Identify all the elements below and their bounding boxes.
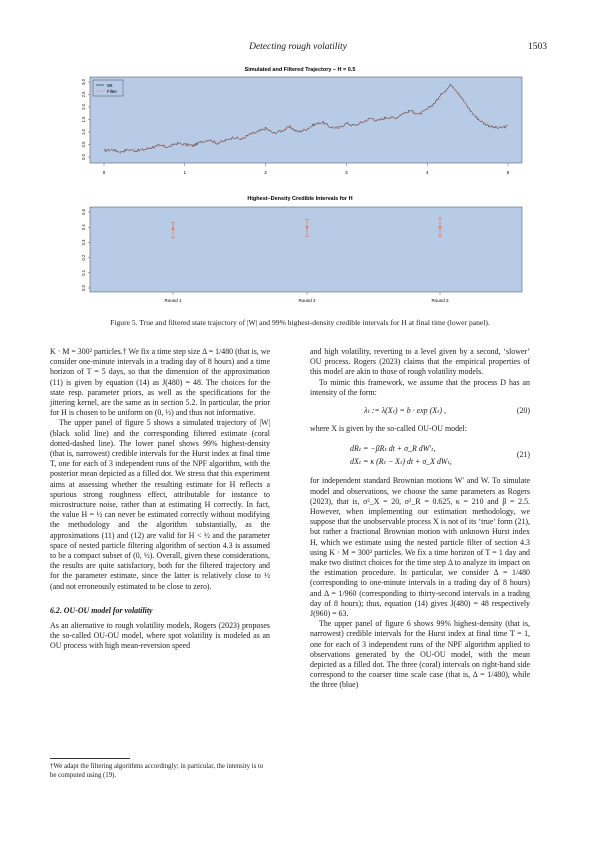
y-tick-label: 0.5 xyxy=(81,208,86,214)
figure-5: Simulated and Filtered Trajectory – H = … xyxy=(81,67,523,303)
top-panel-series xyxy=(103,83,509,154)
bottom-panel-plot-area xyxy=(89,206,523,293)
x-tick-label: 2 xyxy=(264,170,267,175)
y-tick-label: 0.0 xyxy=(81,284,86,290)
right-paragraph-1: and high volatility, reverting to a leve… xyxy=(310,347,530,377)
y-tick-label: 0.0 xyxy=(81,153,86,159)
running-title: Detecting rough volatility xyxy=(249,42,347,52)
x-tick-label: Round 1 xyxy=(164,298,182,303)
y-tick-label: 3.0 xyxy=(81,78,86,84)
x-tick-label: 1 xyxy=(184,170,187,175)
top-panel-title: Simulated and Filtered Trajectory – H = … xyxy=(245,67,356,73)
x-tick-label: 4 xyxy=(426,170,429,175)
top-panel-legend: Wt Filter xyxy=(92,79,124,97)
figure-caption: Figure 5. True and filtered state trajec… xyxy=(110,318,490,327)
left-paragraph-1: K · M = 300² particles.† We fix a time s… xyxy=(50,347,270,418)
interval-mean-dot xyxy=(305,225,309,229)
y-tick-label: 1.0 xyxy=(81,128,86,134)
equation-21-line-1: dRₜ = −βRₜ dt + σ_R dW′ₜ, xyxy=(350,444,436,454)
footnote-rule xyxy=(50,758,130,759)
y-tick-label: 1.5 xyxy=(81,116,86,122)
y-tick-label: 0.4 xyxy=(81,224,86,230)
equation-21-number: (21) xyxy=(516,450,530,460)
bottom-panel-x-labels: Round 1 Round 2 Round 3 xyxy=(164,292,449,303)
equation-20: λₜ := λ(Xₜ) = b · exp (Xₜ) , (20) xyxy=(310,406,530,416)
top-panel-plot-area xyxy=(89,76,523,164)
x-tick-label: 5 xyxy=(507,170,510,175)
bottom-panel-y-ticks: 0.0 0.1 0.2 0.3 0.4 0.5 xyxy=(81,208,90,291)
section-heading: 6.2. OU-OU model for volatility xyxy=(50,605,153,615)
bottom-panel-title: Highest–Density Credible Intervals for H xyxy=(247,196,352,202)
legend-entry-wt: Wt xyxy=(107,83,113,88)
right-paragraph-5: The upper panel of figure 6 shows 99% hi… xyxy=(310,619,530,690)
x-tick-label: Round 3 xyxy=(431,298,449,303)
footnote: †We adapt the filtering algorithms accor… xyxy=(50,763,264,779)
series-line-filter xyxy=(103,85,509,154)
y-tick-label: 0.1 xyxy=(81,269,86,275)
top-panel-y-ticks: 0.0 0.5 1.0 1.5 2.0 2.5 3.0 xyxy=(81,78,90,160)
right-paragraph-2: To mimic this framework, we assume that … xyxy=(310,377,530,397)
x-tick-label: 3 xyxy=(345,170,348,175)
x-tick-label: Round 2 xyxy=(298,298,316,303)
bottom-panel-intervals xyxy=(171,217,442,239)
series-line-wt xyxy=(103,83,509,154)
page-number: 1503 xyxy=(528,42,547,52)
equation-20-body: λₜ := λ(Xₜ) = b · exp (Xₜ) , xyxy=(364,406,446,416)
left-column: K · M = 300² particles.† We fix a time s… xyxy=(50,347,270,652)
interval-mean-dot xyxy=(171,227,175,231)
equation-21: dRₜ = −βRₜ dt + σ_R dW′ₜ, dXₜ = κ (Rₜ − … xyxy=(310,442,530,468)
y-tick-label: 0.2 xyxy=(81,254,86,260)
y-tick-label: 2.0 xyxy=(81,103,86,109)
legend-entry-filter: Filter xyxy=(107,89,118,94)
y-tick-label: 2.5 xyxy=(81,91,86,97)
right-paragraph-3: where X is given by the so-called OU-OU … xyxy=(310,424,467,434)
x-tick-label: 0 xyxy=(103,170,106,175)
equation-20-number: (20) xyxy=(516,406,530,416)
right-paragraph-4: for independent standard Brownian motion… xyxy=(310,476,530,619)
right-column: and high volatility, reverting to a leve… xyxy=(310,347,530,691)
y-tick-label: 0.3 xyxy=(81,239,86,245)
equation-21-line-2: dXₜ = κ (Rₜ − Xₜ) dt + σ_X dWₜ, xyxy=(350,457,452,467)
top-panel-x-ticks: 0 1 2 3 4 5 xyxy=(103,163,510,175)
y-tick-label: 0.5 xyxy=(81,141,86,147)
left-paragraph-2: The upper panel of figure 5 shows a simu… xyxy=(50,418,270,591)
interval-mean-dot xyxy=(438,225,442,229)
left-paragraph-3: As an alternative to rough volatility mo… xyxy=(50,621,270,651)
